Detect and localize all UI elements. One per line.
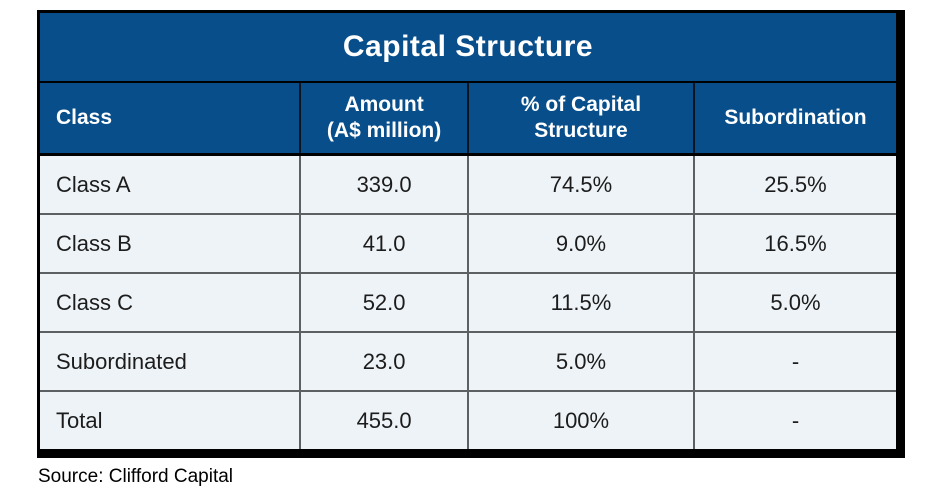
source-caption: Source: Clifford Capital bbox=[38, 466, 234, 487]
cell-amount: 52.0 bbox=[299, 272, 468, 332]
table-header-row: Class Amount (A$ million) % of Capital S… bbox=[40, 82, 896, 156]
cell-pct: 5.0% bbox=[466, 331, 694, 391]
cell-subordination: 16.5% bbox=[692, 213, 896, 273]
cell-amount: 339.0 bbox=[299, 153, 468, 214]
cell-subordination: 5.0% bbox=[692, 272, 896, 332]
cell-class: Subordinated bbox=[40, 331, 301, 391]
cell-amount: 41.0 bbox=[299, 213, 468, 273]
cell-amount: 23.0 bbox=[299, 331, 468, 391]
cell-pct: 100% bbox=[466, 390, 694, 449]
column-header-subordination: Subordination bbox=[692, 82, 896, 156]
column-header-amount: Amount (A$ million) bbox=[299, 82, 468, 156]
cell-subordination: - bbox=[692, 390, 896, 449]
table-row: Subordinated 23.0 5.0% - bbox=[40, 331, 896, 391]
cell-class: Class B bbox=[40, 213, 301, 273]
cell-class: Total bbox=[40, 390, 301, 449]
cell-subordination: 25.5% bbox=[692, 153, 896, 214]
column-header-class: Class bbox=[40, 82, 301, 156]
cell-class: Class C bbox=[40, 272, 301, 332]
table-row: Total 455.0 100% - bbox=[40, 390, 896, 449]
table-row: Class C 52.0 11.5% 5.0% bbox=[40, 272, 896, 332]
table-title-row: Capital Structure bbox=[40, 13, 896, 83]
table-title: Capital Structure bbox=[40, 13, 896, 83]
capital-structure-table: Capital Structure Class Amount (A$ milli… bbox=[40, 13, 896, 449]
capital-structure-table-frame: Capital Structure Class Amount (A$ milli… bbox=[37, 10, 905, 458]
table-row: Class A 339.0 74.5% 25.5% bbox=[40, 153, 896, 214]
table-row: Class B 41.0 9.0% 16.5% bbox=[40, 213, 896, 273]
cell-pct: 74.5% bbox=[466, 153, 694, 214]
column-header-pct: % of Capital Structure bbox=[466, 82, 694, 156]
cell-subordination: - bbox=[692, 331, 896, 391]
cell-pct: 9.0% bbox=[466, 213, 694, 273]
cell-class: Class A bbox=[40, 153, 301, 214]
cell-amount: 455.0 bbox=[299, 390, 468, 449]
cell-pct: 11.5% bbox=[466, 272, 694, 332]
